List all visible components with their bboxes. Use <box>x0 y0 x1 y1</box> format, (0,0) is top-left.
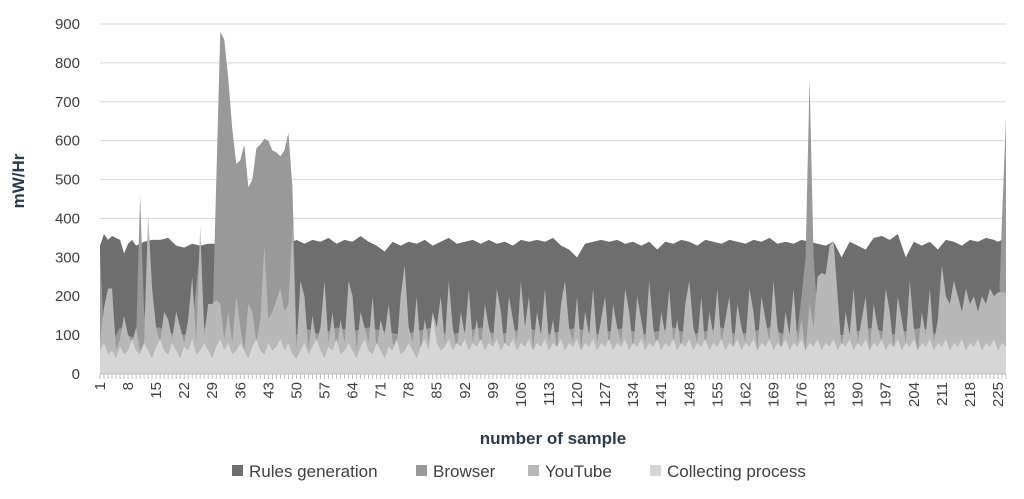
x-tick-label: 211 <box>934 382 951 406</box>
y-tick-label: 100 <box>55 327 80 344</box>
x-tick-label: 43 <box>260 382 277 399</box>
x-axis: 1 8 15 22 29 36 43 50 57 64 71 78 85 92 99 106 113 120 127… <box>92 373 1007 407</box>
x-tick-label: 120 <box>569 382 586 407</box>
legend-swatch <box>528 465 539 476</box>
x-tick-label: 176 <box>794 382 811 407</box>
y-tick-label: 0 <box>72 366 80 383</box>
x-tick-label: 106 <box>513 382 530 407</box>
y-axis-title: mW/Hr <box>9 153 28 208</box>
x-tick-label: 218 <box>962 382 979 407</box>
x-tick-label: 92 <box>457 382 474 399</box>
x-tick-label: 15 <box>148 382 165 399</box>
x-tick-label: 99 <box>485 382 502 399</box>
x-tick-label: 64 <box>345 382 362 399</box>
legend-item-collecting-process: Collecting process <box>650 462 806 481</box>
x-tick-label: 22 <box>176 382 193 399</box>
legend-item-youtube: YouTube <box>528 462 612 481</box>
x-tick-label: 50 <box>288 382 305 399</box>
x-tick-label: 134 <box>625 382 642 407</box>
legend-swatch <box>650 465 661 476</box>
x-axis-title: number of sample <box>480 429 626 448</box>
x-tick-label: 141 <box>653 382 670 407</box>
series-area-collecting-process <box>100 315 1006 374</box>
x-tick-label: 204 <box>906 382 923 407</box>
x-tick-label: 71 <box>373 382 390 399</box>
y-tick-label: 900 <box>55 16 80 33</box>
x-tick-label: 162 <box>737 382 754 407</box>
legend-label: Rules generation <box>249 462 378 481</box>
y-tick-label: 700 <box>55 94 80 111</box>
legend-label: Browser <box>433 462 496 481</box>
x-tick-label: 1 <box>92 382 109 390</box>
legend-swatch <box>232 465 243 476</box>
x-tick-label: 190 <box>850 382 867 407</box>
x-tick-label: 78 <box>401 382 418 399</box>
y-tick-label: 600 <box>55 133 80 150</box>
x-tick-label: 225 <box>990 382 1007 407</box>
y-tick-label: 400 <box>55 210 80 227</box>
x-tick-label: 169 <box>765 382 782 407</box>
x-tick-label: 36 <box>232 382 249 399</box>
x-tick-label: 148 <box>681 382 698 407</box>
x-tick-label: 29 <box>204 382 221 399</box>
series-area-youtube <box>100 214 1006 374</box>
y-tick-label: 300 <box>55 249 80 266</box>
legend-swatch <box>416 465 427 476</box>
x-tick-label: 85 <box>429 382 446 399</box>
x-tick-label: 183 <box>822 382 839 407</box>
series-areas <box>100 31 1006 375</box>
x-tick-label: 57 <box>316 382 333 399</box>
legend-label: Collecting process <box>667 462 806 481</box>
legend: Rules generation Browser YouTube Collecting… <box>232 462 806 481</box>
y-tick-label: 800 <box>55 55 80 72</box>
legend-item-browser: Browser <box>416 462 496 481</box>
x-tick-label: 8 <box>120 382 137 390</box>
x-tick-label: 113 <box>541 382 558 406</box>
y-tick-label: 500 <box>55 172 80 189</box>
x-tick-label: 127 <box>597 382 614 407</box>
legend-item-rules-generation: Rules generation <box>232 462 378 481</box>
y-tick-label: 200 <box>55 288 80 305</box>
x-tick-label: 155 <box>709 382 726 407</box>
y-axis: 0 100 200 300 400 500 600 700 800 900 <box>55 16 80 383</box>
legend-label: YouTube <box>545 462 612 481</box>
x-tick-label: 197 <box>878 382 895 407</box>
